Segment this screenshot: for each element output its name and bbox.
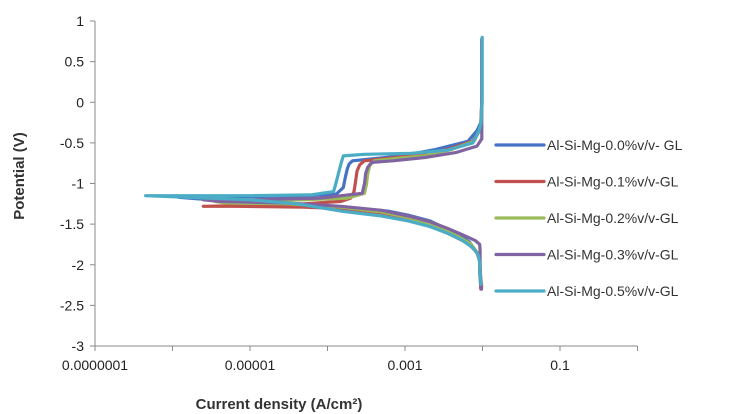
- y-tick-label: -0.5: [60, 135, 84, 151]
- x-axis-ticks: 0.0000001 0.00001 0.001 0.1: [62, 346, 638, 373]
- y-tick-label: 1: [76, 13, 84, 29]
- legend: Al-Si-Mg-0.0%v/v- GL Al-Si-Mg-0.1%v/v-GL A…: [494, 137, 683, 299]
- series-line-5: [144, 35, 484, 286]
- y-tick-label: -1: [72, 176, 85, 192]
- x-axis-title: Current density (A/cm²): [196, 396, 363, 413]
- y-tick-label: -2.5: [60, 297, 84, 313]
- legend-label-3: Al-Si-Mg-0.2%v/v-GL: [547, 210, 679, 226]
- legend-label-2: Al-Si-Mg-0.1%v/v-GL: [547, 174, 679, 190]
- series-line-1: [177, 39, 484, 290]
- legend-label-4: Al-Si-Mg-0.3%v/v-GL: [547, 247, 679, 263]
- series-lines: [144, 35, 484, 291]
- y-tick-label: -3: [72, 338, 85, 354]
- y-tick-label: -2: [72, 257, 85, 273]
- y-tick-label: -1.5: [60, 216, 84, 232]
- x-tick-label: 0.0000001: [62, 357, 128, 373]
- legend-label-1: Al-Si-Mg-0.0%v/v- GL: [547, 137, 683, 153]
- series-line-4: [201, 37, 484, 291]
- y-axis-title: Potential (V): [11, 132, 28, 220]
- x-tick-label: 0.00001: [225, 357, 276, 373]
- y-axis-ticks: 1 0.5 0 -0.5 -1 -1.5 -2 -2.5 -3: [60, 13, 95, 354]
- y-tick-label: 0.5: [65, 54, 85, 70]
- y-tick-label: 0: [76, 94, 84, 110]
- x-tick-label: 0.1: [550, 357, 570, 373]
- x-tick-label: 0.001: [387, 357, 422, 373]
- legend-label-5: Al-Si-Mg-0.5%v/v-GL: [547, 283, 679, 299]
- series-line-2: [201, 38, 484, 291]
